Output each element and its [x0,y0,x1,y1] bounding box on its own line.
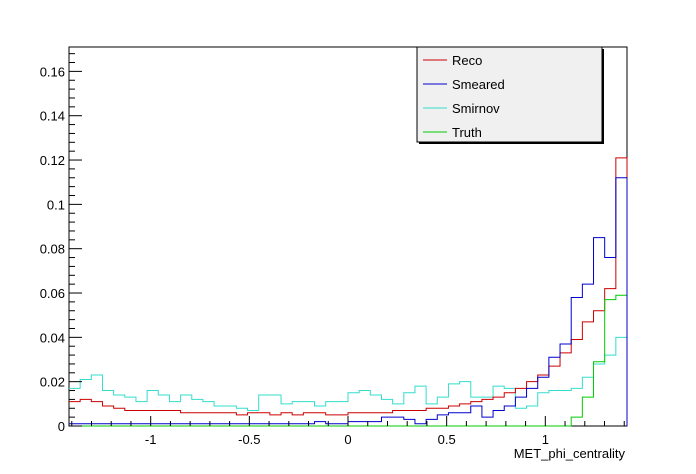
y-tick-label: 0.14 [40,109,65,124]
x-axis-title: MET_phi_centrality [514,446,626,461]
y-tick-label: 0.06 [40,286,65,301]
x-tick-label: 0.5 [438,432,456,447]
legend-label-smirnov: Smirnov [452,101,500,116]
series-line-reco [69,157,628,426]
y-tick-label: 0.12 [40,153,65,168]
x-tick-label: -1 [145,432,157,447]
y-tick-label: 0.08 [40,242,65,257]
legend: Reco Smeared Smirnov Truth [416,46,604,144]
y-tick-label: 0.16 [40,64,65,79]
axes-layer: -1 -0.5 0 0.5 1 0 0.02 0.04 0.06 0.08 0.1 0.12 0.14 0… [40,53,625,447]
x-tick-label: 0 [344,432,351,447]
series-layer [69,157,628,427]
series-line-smeared [69,177,628,426]
x-tick-label: 1 [542,432,549,447]
series-line-smirnov [69,336,628,426]
legend-label-reco: Reco [452,53,482,68]
legend-label-truth: Truth [452,125,482,140]
y-tick-label: 0.04 [40,330,65,345]
legend-box [416,46,603,143]
y-tick-label: 0 [58,419,65,434]
y-tick-label: 0.02 [40,375,65,390]
series-line-truth [69,294,628,427]
legend-label-smeared: Smeared [452,77,505,92]
x-tick-label: -0.5 [238,432,260,447]
y-tick-label: 0.1 [47,197,65,212]
